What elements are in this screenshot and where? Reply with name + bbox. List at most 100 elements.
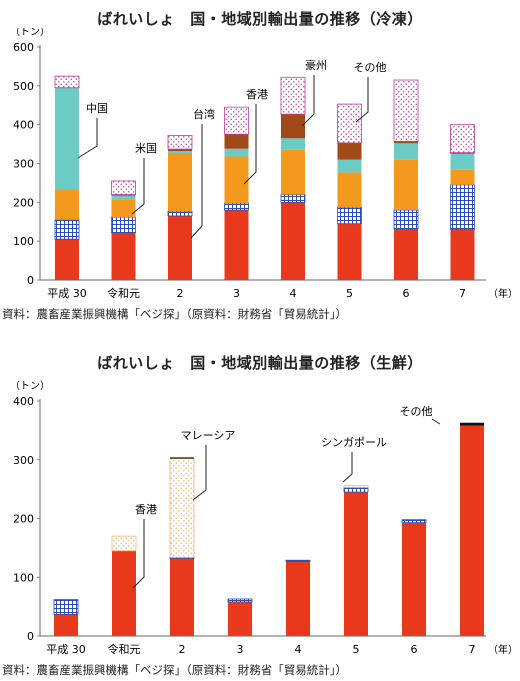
y-tick-label: 0	[27, 274, 34, 287]
x-tick-label: 5	[353, 643, 360, 656]
y-tick-label: 300	[13, 454, 34, 467]
x-unit-label: （年）	[488, 643, 518, 656]
bar-segment	[228, 601, 252, 636]
bar-segment	[450, 124, 475, 154]
bar-segment	[111, 199, 136, 218]
y-tick-label: 200	[13, 513, 34, 526]
annotation-label: その他	[400, 405, 433, 418]
annotation-leader	[132, 519, 145, 589]
y-unit-label: （トン）	[10, 380, 50, 392]
chart-frozen: ばれいしょ 国・地域別輸出量の推移（冷凍） （トン） 0 100 200 300 400 5…	[0, 0, 520, 330]
bar-segment	[168, 153, 192, 212]
y-tick-label: 100	[13, 235, 34, 248]
bar-segment	[168, 151, 192, 154]
bar-segment	[111, 195, 136, 200]
x-unit-label: （年）	[488, 287, 518, 300]
bar-segment	[393, 209, 419, 230]
x-tick-label: 2	[177, 287, 184, 300]
y-tick-label: 200	[13, 196, 34, 209]
bar-segment	[401, 519, 427, 524]
bar-segment	[280, 194, 306, 203]
x-tick-label: 4	[290, 287, 297, 300]
chart-title: ばれいしょ 国・地域別輸出量の推移（生鮮）	[97, 354, 423, 372]
bar-segment	[394, 228, 418, 280]
y-tick-label: 500	[13, 80, 34, 93]
chart-title: ばれいしょ 国・地域別輸出量の推移（冷凍）	[97, 10, 423, 28]
bar-segment	[337, 142, 362, 160]
annotation-label: 香港	[135, 503, 157, 516]
bar-segment	[53, 599, 79, 615]
x-tick-label: 3	[237, 643, 244, 656]
bar-segment	[167, 135, 193, 150]
annotation-leader	[192, 445, 207, 501]
bar-segment	[111, 180, 136, 195]
x-tick-label: 3	[233, 287, 240, 300]
annotation-leader	[431, 418, 441, 425]
bar-segment	[343, 486, 369, 493]
y-tick-label: 400	[13, 119, 34, 132]
x-tick-label: 令和元	[108, 642, 141, 656]
bar-segment	[111, 194, 136, 196]
bar-segment	[337, 172, 362, 208]
bar-segment	[170, 558, 194, 636]
y-tick-label: 0	[27, 630, 34, 643]
annotation-label: 台湾	[193, 107, 215, 121]
bar-segment	[344, 492, 368, 636]
x-tick-label: 2	[179, 643, 186, 656]
annotation-label: その他	[354, 61, 387, 74]
annotation-label: マレーシア	[181, 429, 236, 442]
bar-segment	[394, 143, 418, 160]
bar-segment	[168, 215, 192, 280]
bar-segment	[224, 134, 249, 149]
annotation-leader	[243, 104, 257, 185]
bar-segment	[54, 219, 80, 240]
bar-segment	[111, 535, 137, 552]
annotation-leader	[131, 158, 145, 215]
bar-segment	[112, 550, 136, 636]
bar-segment	[224, 148, 249, 157]
bar-segment	[460, 422, 484, 426]
bar-segment	[54, 614, 78, 636]
bar-segment	[227, 598, 253, 603]
annotation-label: 豪州	[305, 58, 327, 72]
bar-segment	[55, 87, 79, 190]
bar-segment	[281, 138, 305, 150]
bar-segment	[54, 75, 80, 89]
y-tick-label: 300	[13, 158, 34, 171]
chart-fresh: ばれいしょ 国・地域別輸出量の推移（生鮮） （トン） 0 100 200 300 400 平…	[0, 344, 520, 681]
chart-fresh-plot: （トン） 0 100 200 300 400 平成 30 令和元 2 3 4 5 6 7 （年） 香港 マレーシ…	[10, 380, 518, 656]
x-tick-label: 4	[295, 643, 302, 656]
bar-segment	[281, 114, 305, 139]
annotation-label: 中国	[86, 102, 108, 115]
bar-segment	[337, 223, 362, 280]
annotation-leader	[301, 75, 315, 127]
source-note: 資料：農畜産業振興機構「ベジ探」（原資料：財務省「貿易統計」）	[2, 663, 347, 677]
bar-segment	[337, 159, 362, 173]
bar-segment	[55, 189, 79, 220]
x-tick-label: 7	[459, 287, 466, 300]
annotation-leader	[355, 77, 369, 123]
bar-segment	[170, 457, 194, 459]
bar-segment	[111, 216, 136, 234]
bar-segment	[281, 202, 305, 280]
bar-segment	[450, 153, 475, 170]
x-tick-label: 6	[403, 287, 410, 300]
bar-segment	[168, 149, 192, 152]
x-tick-label: 5	[346, 287, 353, 300]
bar-segment	[450, 229, 475, 280]
bar-segment	[450, 169, 475, 185]
bar-segment	[394, 159, 418, 211]
bar-segment	[285, 559, 311, 562]
bar-segment	[402, 522, 426, 636]
bar-segment	[460, 425, 484, 636]
bar-segment	[343, 485, 369, 488]
annotation-leader	[342, 452, 353, 483]
chart-frozen-plot: （トン） 0 100 200 300 400 500 600 平成 30 令和元 2 3 4 5 6 7 （年）…	[10, 28, 518, 300]
x-tick-label: 7	[469, 643, 476, 656]
y-tick-label: 600	[13, 41, 34, 54]
annotation-label: 米国	[135, 142, 157, 155]
bar-segment	[394, 141, 418, 144]
bar-segment	[281, 149, 305, 195]
bar-segment	[337, 103, 362, 144]
bar-segment	[393, 79, 419, 142]
